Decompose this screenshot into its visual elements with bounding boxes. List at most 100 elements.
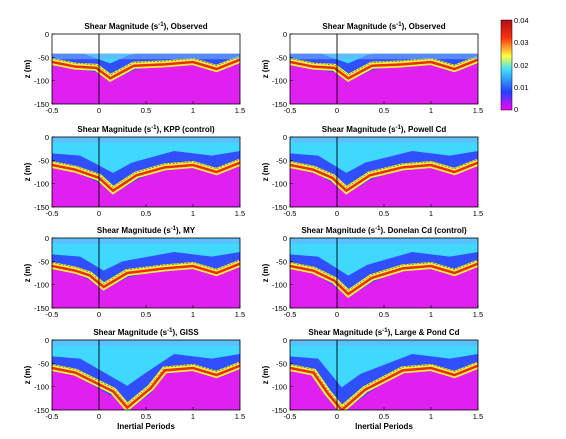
y-axis-label: z (m) bbox=[23, 59, 32, 78]
y-tick-label: -100 bbox=[272, 281, 287, 290]
shear-field bbox=[290, 238, 478, 308]
x-tick-label: -0.5 bbox=[46, 412, 59, 421]
y-axis-label: z (m) bbox=[23, 162, 32, 181]
surface-layer bbox=[52, 137, 240, 143]
shear-max-red bbox=[52, 262, 240, 289]
x-tick-label: 1.5 bbox=[473, 310, 483, 319]
y-tick-label: -100 bbox=[272, 77, 287, 86]
panel-title: Shear Magnitude (s-1), Large & Pond Cd bbox=[308, 328, 459, 337]
y-tick-label: -100 bbox=[34, 281, 49, 290]
x-tick-label: 1.5 bbox=[235, 310, 245, 319]
panel-my: -0.5 0 0.5 1 1.5 0 -50 -100 -150 z (m) Shear Magni… bbox=[23, 226, 245, 319]
y-tick-label: -150 bbox=[34, 406, 49, 415]
x-tick-label: 1 bbox=[429, 106, 433, 115]
y-axis-label: z (m) bbox=[23, 365, 32, 384]
y-axis-label: z (m) bbox=[261, 365, 270, 384]
x-tick-label: 1.5 bbox=[473, 412, 483, 421]
y-tick-label: -50 bbox=[276, 359, 287, 368]
x-tick-label: 1 bbox=[429, 310, 433, 319]
colorbar-tick-1: 0.03 bbox=[514, 38, 529, 47]
colorbar-gradient bbox=[500, 19, 513, 111]
colorbar-tick-2: 0.02 bbox=[514, 61, 529, 70]
y-tick-label: -100 bbox=[272, 180, 287, 189]
y-tick-label: 0 bbox=[283, 30, 287, 39]
y-tick-label: -100 bbox=[272, 383, 287, 392]
shear-max-red bbox=[290, 262, 478, 296]
shear-max-red bbox=[290, 364, 478, 410]
colorbar: 0.04 0.03 0.02 0.01 0 bbox=[500, 16, 529, 114]
panel-title: Shear Magnitude (s-1), GISS bbox=[93, 328, 199, 337]
x-tick-label: -0.5 bbox=[46, 310, 59, 319]
y-tick-label: -150 bbox=[272, 203, 287, 212]
shear-max-red bbox=[52, 58, 240, 80]
x-tick-label: -0.5 bbox=[284, 310, 297, 319]
x-tick-label: 0.5 bbox=[379, 209, 389, 218]
x-tick-label: 1 bbox=[191, 209, 195, 218]
panel-observed-left: -0.5 0 0.5 1 1.5 0 -50 -100 -150 z (m) Shear Magni… bbox=[23, 22, 245, 115]
y-tick-label: -150 bbox=[272, 406, 287, 415]
x-axis-label: Inertial Periods bbox=[117, 422, 175, 431]
panel-kpp: -0.5 0 0.5 1 1.5 0 -50 -100 -150 z (m) Shear Magni… bbox=[23, 125, 245, 218]
shear-contour bbox=[290, 56, 478, 76]
panel-grid: -0.5 0 0.5 1 1.5 0 -50 -100 -150 z (m) Shear Magni… bbox=[23, 22, 483, 431]
y-tick-label: 0 bbox=[45, 234, 49, 243]
panel-title: Shear Magnitude (s-1), Observed bbox=[322, 22, 445, 31]
panel-powell: -0.5 0 0.5 1 1.5 0 -50 -100 -150 z (m) Shear Magni… bbox=[261, 125, 483, 218]
panel-large-pond: -0.5 0 0.5 1 1.5 0 -50 -100 -150 z (m) Shear Magni… bbox=[261, 328, 483, 431]
x-tick-label: 0 bbox=[97, 412, 101, 421]
panel-title: Shear Magnitude (s-1), MY bbox=[97, 226, 196, 235]
y-tick-label: -50 bbox=[276, 53, 287, 62]
x-tick-label: 1 bbox=[429, 209, 433, 218]
x-tick-label: 1.5 bbox=[473, 209, 483, 218]
x-tick-label: 0 bbox=[97, 106, 101, 115]
x-tick-label: 0.5 bbox=[379, 412, 389, 421]
shear-contour bbox=[52, 159, 240, 188]
shear-contour bbox=[52, 260, 240, 284]
shear-field bbox=[52, 238, 240, 308]
colorbar-tick-4: 0 bbox=[514, 105, 518, 114]
x-tick-label: 1 bbox=[191, 310, 195, 319]
y-tick-label: 0 bbox=[45, 336, 49, 345]
shear-contour bbox=[290, 159, 478, 188]
surface-layer bbox=[52, 238, 240, 244]
x-tick-label: 0 bbox=[335, 209, 339, 218]
y-tick-label: -100 bbox=[34, 180, 49, 189]
panel-title: Shear Magnitude (s-1), KPP (control) bbox=[77, 125, 215, 134]
x-tick-label: 0 bbox=[335, 310, 339, 319]
colorbar-tick-3: 0.01 bbox=[514, 83, 529, 92]
y-tick-label: -150 bbox=[272, 100, 287, 109]
x-tick-label: -0.5 bbox=[46, 106, 59, 115]
x-tick-label: 0 bbox=[97, 209, 101, 218]
x-tick-label: 0.5 bbox=[379, 310, 389, 319]
panel-giss: -0.5 0 0.5 1 1.5 0 -50 -100 -150 z (m) Shear Magni… bbox=[23, 328, 245, 431]
y-tick-label: -150 bbox=[34, 100, 49, 109]
shear-max-red bbox=[52, 161, 240, 193]
panel-donelan: -0.5 0 0.5 1 1.5 0 -50 -100 -150 z (m) Shear Magni… bbox=[261, 226, 483, 319]
y-axis-label: z (m) bbox=[261, 162, 270, 181]
shear-max-red bbox=[290, 58, 478, 80]
panel-title: Shear Magnitude (s-1). Donelan Cd (contr… bbox=[301, 226, 467, 235]
y-tick-label: -100 bbox=[34, 77, 49, 86]
y-tick-label: 0 bbox=[45, 30, 49, 39]
x-tick-label: 1.5 bbox=[235, 412, 245, 421]
shear-max-red bbox=[52, 364, 240, 410]
x-tick-label: 1.5 bbox=[473, 106, 483, 115]
shear-contour bbox=[290, 362, 478, 408]
x-tick-label: 0.5 bbox=[141, 310, 151, 319]
y-tick-label: -50 bbox=[38, 359, 49, 368]
no-data-region bbox=[52, 34, 240, 54]
y-tick-label: 0 bbox=[45, 133, 49, 142]
x-tick-label: -0.5 bbox=[284, 106, 297, 115]
y-tick-label: -50 bbox=[38, 257, 49, 266]
y-tick-label: -50 bbox=[38, 156, 49, 165]
x-tick-label: -0.5 bbox=[46, 209, 59, 218]
y-tick-label: 0 bbox=[283, 336, 287, 345]
x-tick-label: 0.5 bbox=[141, 209, 151, 218]
shear-contour bbox=[52, 56, 240, 76]
x-tick-label: 1 bbox=[429, 412, 433, 421]
x-tick-label: 1 bbox=[191, 106, 195, 115]
x-tick-label: 1.5 bbox=[235, 209, 245, 218]
y-tick-label: 0 bbox=[283, 234, 287, 243]
shear-field bbox=[52, 340, 240, 410]
